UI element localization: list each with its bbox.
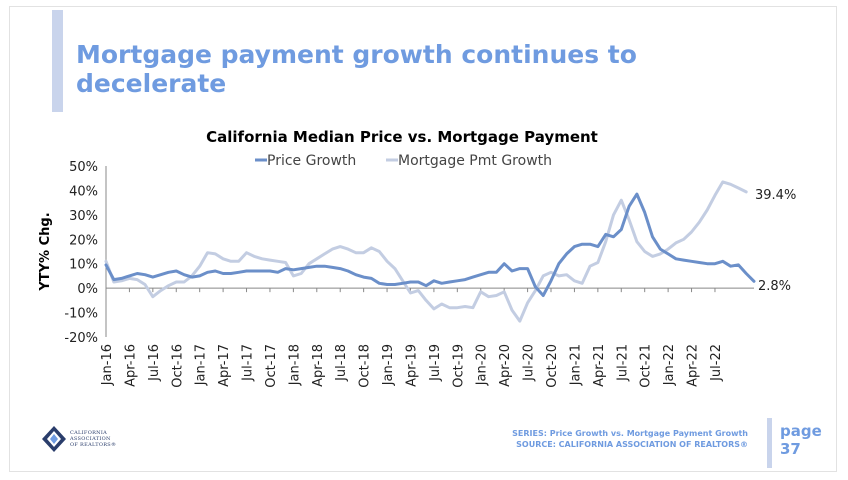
x-tick-label: Oct-18 bbox=[358, 344, 373, 388]
x-tick-label: Oct-21 bbox=[639, 344, 654, 388]
x-tick-label: Apr-17 bbox=[217, 344, 232, 387]
x-tick-label: Jul-18 bbox=[334, 344, 349, 382]
x-tick-label: Oct-17 bbox=[264, 344, 279, 388]
y-tick-label: 0% bbox=[77, 282, 98, 297]
y-tick-label: -10% bbox=[64, 307, 98, 322]
x-tick-label: Jul-21 bbox=[615, 344, 630, 382]
series-line-mortgage-pmt-growth bbox=[104, 180, 748, 323]
y-tick-label: 50% bbox=[69, 160, 98, 175]
x-tick-label: Jul-20 bbox=[522, 344, 537, 382]
legend-label: Mortgage Pmt Growth bbox=[398, 153, 552, 169]
chart-title: California Median Price vs. Mortgage Pay… bbox=[206, 128, 598, 146]
logo-line: CALIFORNIA bbox=[70, 430, 108, 436]
x-tick-label: Jul-19 bbox=[428, 344, 443, 382]
x-tick-label: Jan-21 bbox=[568, 344, 583, 386]
y-axis-title: YTY% Chg. bbox=[38, 212, 53, 291]
x-tick-label: Apr-20 bbox=[498, 344, 513, 387]
x-tick-label: Apr-19 bbox=[404, 344, 419, 387]
x-tick-label: Jan-22 bbox=[662, 344, 677, 386]
slide-title: Mortgage payment growth continues to dec… bbox=[76, 40, 637, 98]
x-tick-label: Jan-17 bbox=[194, 344, 209, 386]
page-accent-bar bbox=[767, 418, 772, 468]
y-tick-label: 30% bbox=[69, 209, 98, 224]
end-value-label: 39.4% bbox=[755, 188, 796, 203]
y-tick-label: 10% bbox=[69, 258, 98, 273]
y-tick-label: -20% bbox=[64, 331, 98, 346]
title-accent-bar bbox=[52, 10, 63, 112]
x-tick-label: Jan-19 bbox=[381, 344, 396, 386]
x-tick-label: Apr-22 bbox=[686, 344, 701, 387]
x-tick-label: Jul-17 bbox=[241, 344, 256, 382]
y-tick-label: 20% bbox=[69, 233, 98, 248]
series-line-price-growth bbox=[104, 192, 756, 297]
series-line: SERIES: Price Growth vs. Mortgage Paymen… bbox=[512, 429, 748, 438]
x-tick-label: Oct-20 bbox=[545, 344, 560, 388]
x-tick-label: Jan-20 bbox=[475, 344, 490, 386]
x-tick-label: Jul-22 bbox=[709, 344, 724, 382]
x-tick-label: Oct-19 bbox=[451, 344, 466, 388]
x-tick-label: Apr-16 bbox=[123, 344, 138, 387]
x-tick-label: Jan-18 bbox=[287, 344, 302, 386]
x-tick-label: Oct-16 bbox=[170, 344, 185, 388]
logo-line: ASSOCIATION bbox=[70, 436, 111, 442]
y-tick-label: 40% bbox=[69, 184, 98, 199]
car-logo-icon bbox=[42, 426, 66, 452]
x-tick-label: Jul-16 bbox=[147, 344, 162, 382]
page-word: page bbox=[780, 422, 822, 440]
logo-line: OF REALTORS® bbox=[70, 442, 117, 448]
legend-label: Price Growth bbox=[267, 153, 356, 169]
logo-text: CALIFORNIA ASSOCIATION OF REALTORS® bbox=[70, 430, 116, 448]
x-tick-label: Apr-18 bbox=[311, 344, 326, 387]
source-note: SERIES: Price Growth vs. Mortgage Paymen… bbox=[512, 428, 748, 450]
source-line: SOURCE: CALIFORNIA ASSOCIATION OF REALTO… bbox=[516, 440, 748, 449]
page-number: page 37 bbox=[780, 422, 822, 458]
slide-frame bbox=[9, 6, 837, 472]
page-number-value: 37 bbox=[780, 440, 801, 458]
end-value-label: 2.8% bbox=[758, 279, 791, 294]
x-tick-label: Apr-21 bbox=[592, 344, 607, 387]
x-tick-label: Jan-16 bbox=[100, 344, 115, 386]
